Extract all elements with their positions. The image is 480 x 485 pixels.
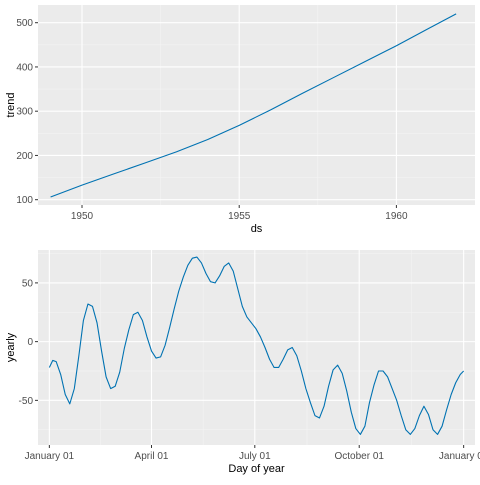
y-tick-label: 50: [22, 278, 34, 289]
y-tick-label: 0: [27, 337, 33, 348]
x-axis-title: Day of year: [228, 463, 285, 475]
chart-panel-yearly: January 01 April 01 July 01 October 01 Janua…: [5, 250, 480, 475]
x-axis-title: ds: [251, 223, 263, 235]
series-line-yearly: [48, 256, 465, 435]
x-tick-label: April 01: [135, 451, 169, 462]
x-tick-label: January 01: [25, 451, 75, 462]
y-tick-label: 100: [16, 195, 33, 206]
chart-panel-trend: 1950 1955 1960 100 200 300 400 500 ds trend: [5, 5, 475, 235]
y-tick-label: -50: [19, 396, 34, 407]
x-tick-label: 1960: [385, 211, 408, 222]
x-tick-label: January 01: [439, 451, 480, 462]
plot-background: [38, 250, 475, 445]
series-line-trend: [50, 13, 457, 198]
y-tick-label: 300: [16, 107, 33, 118]
y-tick-label: 400: [16, 62, 33, 73]
y-axis-title: yearly: [5, 332, 17, 362]
x-tick-label: 1955: [228, 211, 251, 222]
y-tick-label: 500: [16, 18, 33, 29]
x-tick-label: October 01: [334, 451, 384, 462]
x-tick-label: July 01: [239, 451, 271, 462]
x-tick-label: 1950: [71, 211, 94, 222]
y-axis-title: trend: [5, 92, 17, 117]
plot-background: [38, 5, 475, 205]
y-tick-label: 200: [16, 151, 33, 162]
